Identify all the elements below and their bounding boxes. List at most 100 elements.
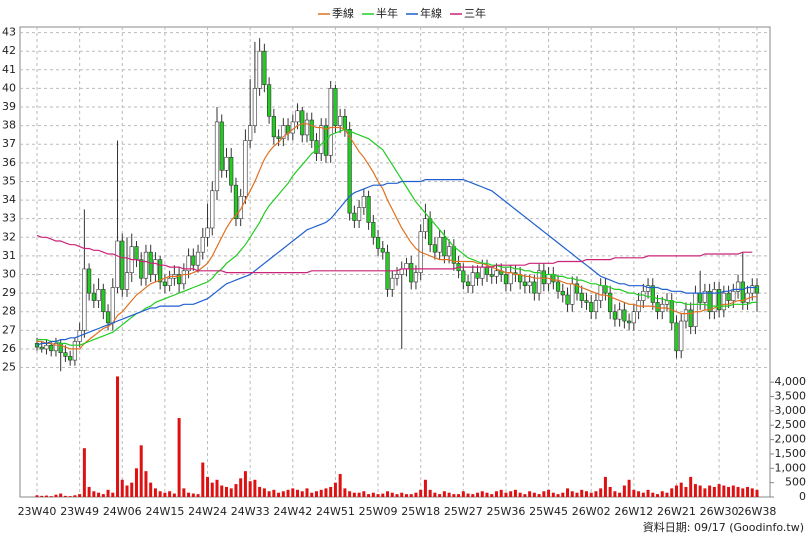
candle-body [541, 270, 546, 285]
volume-bar [78, 494, 82, 497]
x-tick-label: 26W02 [572, 505, 611, 518]
candle-body [347, 129, 352, 214]
candle-body [693, 292, 698, 327]
volume-bar [286, 489, 290, 497]
x-tick-label: 24W15 [145, 505, 184, 518]
candle-body [181, 270, 186, 285]
candle-body [669, 300, 674, 324]
candle-body [731, 290, 736, 301]
volume-bar [637, 491, 641, 497]
candle-body [233, 184, 239, 219]
legend-label: 三年 [464, 6, 486, 20]
x-tick-label: 24W24 [188, 505, 227, 518]
volume-bar [693, 484, 697, 497]
candle-body [404, 263, 409, 270]
candle-body [248, 125, 253, 141]
candle-body [219, 121, 224, 171]
candle-body [342, 116, 347, 130]
volume-bar [731, 485, 735, 497]
candle-body [191, 255, 196, 266]
volume-bar [243, 471, 247, 497]
volume-bar [343, 488, 347, 497]
volume-bar [376, 494, 380, 497]
volume-bar [599, 488, 603, 497]
volume-bar [575, 492, 579, 497]
x-tick-label: 24W06 [103, 505, 142, 518]
volume-bar [97, 492, 101, 497]
y-tick-label: 32 [2, 230, 16, 243]
candle-body [537, 270, 542, 294]
candle-body [717, 289, 722, 311]
volume-bar [310, 492, 314, 497]
volume-bar [452, 494, 456, 497]
volume-bar [224, 486, 228, 497]
volume-tick-label: 2,500 [775, 418, 807, 431]
candle-body [532, 281, 537, 294]
candle-body [238, 196, 243, 219]
volume-bar [172, 493, 176, 497]
candle-body [44, 344, 49, 350]
volume-bar [386, 491, 390, 497]
x-tick-label: 24W33 [231, 505, 270, 518]
volume-bar [457, 494, 461, 497]
volume-bar [116, 376, 120, 497]
candle-body [423, 218, 428, 233]
y-tick-label: 30 [2, 268, 16, 281]
candle-body [124, 272, 130, 290]
volume-bar [513, 489, 517, 497]
volume-bar [556, 494, 560, 497]
candle-body [49, 344, 54, 352]
volume-bar [82, 448, 86, 497]
candle-body [200, 236, 205, 253]
volume-bar [608, 486, 612, 497]
candle-body [688, 309, 693, 327]
candle-body [721, 292, 726, 311]
candle-body [712, 289, 717, 313]
volume-bar [679, 482, 683, 497]
volume-bar [419, 489, 423, 497]
candle-body [214, 121, 220, 192]
volume-bar [580, 489, 584, 497]
candle-body [679, 320, 684, 352]
volume-bar [248, 481, 252, 497]
volume-bar [504, 492, 508, 497]
volume-bar [196, 494, 200, 497]
candle-body [366, 196, 371, 223]
y-tick-label: 25 [2, 361, 16, 374]
volume-bar [44, 495, 48, 497]
volume-tick-label: 1,000 [775, 461, 807, 474]
volume-bar [542, 491, 546, 497]
candle-body [328, 88, 333, 156]
ma-line [36, 179, 757, 346]
volume-bar [267, 491, 271, 497]
volume-bar [390, 492, 394, 497]
candle-body [735, 281, 741, 292]
volume-bar [480, 491, 484, 497]
x-tick-label: 23W49 [60, 505, 99, 518]
volume-bar [201, 462, 205, 497]
y-tick-label: 41 [2, 63, 16, 76]
volume-bar [471, 494, 475, 497]
candle-body [570, 283, 575, 305]
candle-body [726, 292, 731, 301]
candle-body [470, 272, 475, 286]
volume-bar [736, 486, 740, 497]
volume-bar [352, 492, 356, 497]
volume-bar [674, 485, 678, 497]
volume-bar [158, 491, 162, 497]
candle-body [87, 268, 92, 294]
volume-bar [551, 492, 555, 497]
volume-bar [594, 491, 598, 497]
volume-bar [277, 492, 281, 497]
candle-body [589, 302, 594, 313]
candle-body [645, 285, 651, 292]
volume-bar [727, 486, 731, 497]
volume-bar [300, 491, 304, 497]
volume-bar [689, 476, 693, 497]
volume-bar [670, 488, 674, 497]
candle-body [352, 212, 357, 221]
candle-body [375, 236, 381, 249]
volume-bar [134, 468, 138, 497]
volume-tick-label: 0 [799, 490, 806, 503]
x-tick-label: 23W40 [18, 505, 57, 518]
